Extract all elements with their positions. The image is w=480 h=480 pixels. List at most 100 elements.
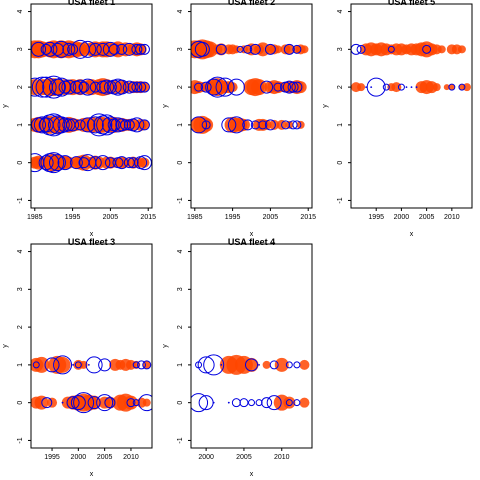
data-point-open — [266, 395, 282, 411]
data-point-open — [85, 356, 103, 374]
data-point-open — [283, 43, 295, 55]
data-point-open — [79, 40, 97, 58]
data-point-open — [201, 120, 211, 130]
data-point-open — [50, 42, 64, 56]
data-point-filled — [215, 43, 228, 56]
y-tick-label: 4 — [177, 10, 184, 14]
data-point-open — [138, 119, 150, 131]
data-point-open — [215, 77, 235, 97]
data-point-open — [245, 358, 258, 372]
y-tick-label: 3 — [17, 287, 24, 291]
data-point-filled — [123, 395, 138, 410]
data-point-open — [282, 80, 296, 94]
y-tick-label: 3 — [177, 287, 184, 291]
data-point-open — [356, 44, 366, 54]
data-point-open — [42, 41, 58, 57]
x-axis-label: x — [250, 231, 254, 238]
data-point-open — [35, 76, 57, 98]
data-point-filled — [391, 82, 402, 93]
data-point-open — [95, 155, 111, 171]
x-tick-label: 2000 — [71, 454, 87, 461]
data-point-filled — [227, 82, 238, 93]
data-point-open — [366, 77, 386, 97]
data-point-filled — [103, 396, 116, 409]
data-point-filled — [300, 45, 309, 54]
y-tick-label: 2 — [337, 85, 344, 89]
data-point-open — [48, 154, 66, 172]
data-point-open — [227, 116, 245, 134]
data-point-open — [197, 356, 215, 374]
data-point-open — [142, 360, 152, 370]
data-point-open — [88, 42, 102, 56]
plot-frame — [30, 3, 153, 209]
data-point-open — [99, 79, 115, 95]
data-point-filled — [283, 396, 296, 409]
y-tick-label: 1 — [17, 363, 24, 367]
data-point-filled — [357, 83, 366, 92]
data-point-open — [138, 394, 152, 412]
x-tick-label: 2005 — [263, 214, 279, 221]
data-point-open — [138, 81, 150, 93]
data-point-open — [87, 396, 101, 410]
data-point-open — [243, 44, 253, 54]
data-point-open — [264, 119, 276, 131]
data-point-open — [135, 81, 147, 93]
x-tick-label: 2000 — [198, 454, 214, 461]
data-point-open — [80, 117, 96, 133]
y-tick-label: 0 — [17, 401, 24, 405]
data-point-open — [285, 399, 293, 407]
data-point-open — [131, 43, 143, 55]
data-point-open — [291, 81, 303, 93]
data-point-filled — [139, 119, 150, 130]
data-point-open — [249, 43, 261, 55]
data-point-open — [227, 78, 245, 96]
data-point-open — [108, 43, 120, 55]
data-point-open — [43, 152, 65, 174]
x-axis-label: x — [410, 231, 414, 238]
data-point-open — [116, 43, 128, 55]
x-tick-label: 2005 — [419, 214, 435, 221]
y-tick-label: 2 — [177, 325, 184, 329]
plot-frame — [30, 243, 153, 449]
data-point-open — [33, 116, 51, 134]
panel-title: USA fleet 4 — [228, 237, 275, 247]
data-point-open — [135, 43, 147, 55]
data-point-filled — [273, 45, 282, 54]
x-tick-label: 1995 — [368, 214, 384, 221]
x-tick-label: 2005 — [236, 454, 252, 461]
data-point-open — [72, 79, 88, 95]
data-point-open — [248, 399, 255, 407]
data-point-filled — [139, 157, 150, 168]
y-tick-label: -1 — [177, 437, 184, 443]
data-point-open — [288, 120, 298, 130]
data-point-dot — [370, 86, 373, 89]
data-point-open — [120, 119, 132, 131]
y-tick-label: 3 — [177, 47, 184, 51]
data-point-open — [273, 82, 283, 92]
data-point-open — [242, 119, 254, 131]
data-point-open — [138, 43, 150, 55]
data-point-open — [86, 116, 104, 134]
data-point-open — [66, 118, 80, 132]
plot-area — [31, 39, 152, 174]
data-point-open — [89, 81, 101, 93]
data-point-open — [264, 43, 276, 55]
data-point-open — [52, 116, 70, 134]
data-point-open — [79, 78, 97, 96]
data-point-open — [114, 79, 130, 95]
y-tick-label: 4 — [177, 250, 184, 254]
data-point-open — [191, 116, 208, 134]
data-point-dot — [220, 363, 223, 366]
data-point-dot — [72, 363, 74, 366]
data-point-open — [132, 361, 140, 369]
data-point-open — [74, 361, 82, 369]
data-point-dot — [61, 401, 64, 404]
data-point-filled — [443, 84, 450, 91]
data-point-open — [200, 81, 212, 93]
data-point-open — [66, 396, 80, 410]
y-axis-label: y — [162, 104, 169, 108]
data-point-filled — [134, 43, 147, 56]
data-point-open — [136, 155, 152, 171]
data-point-open — [260, 80, 274, 94]
